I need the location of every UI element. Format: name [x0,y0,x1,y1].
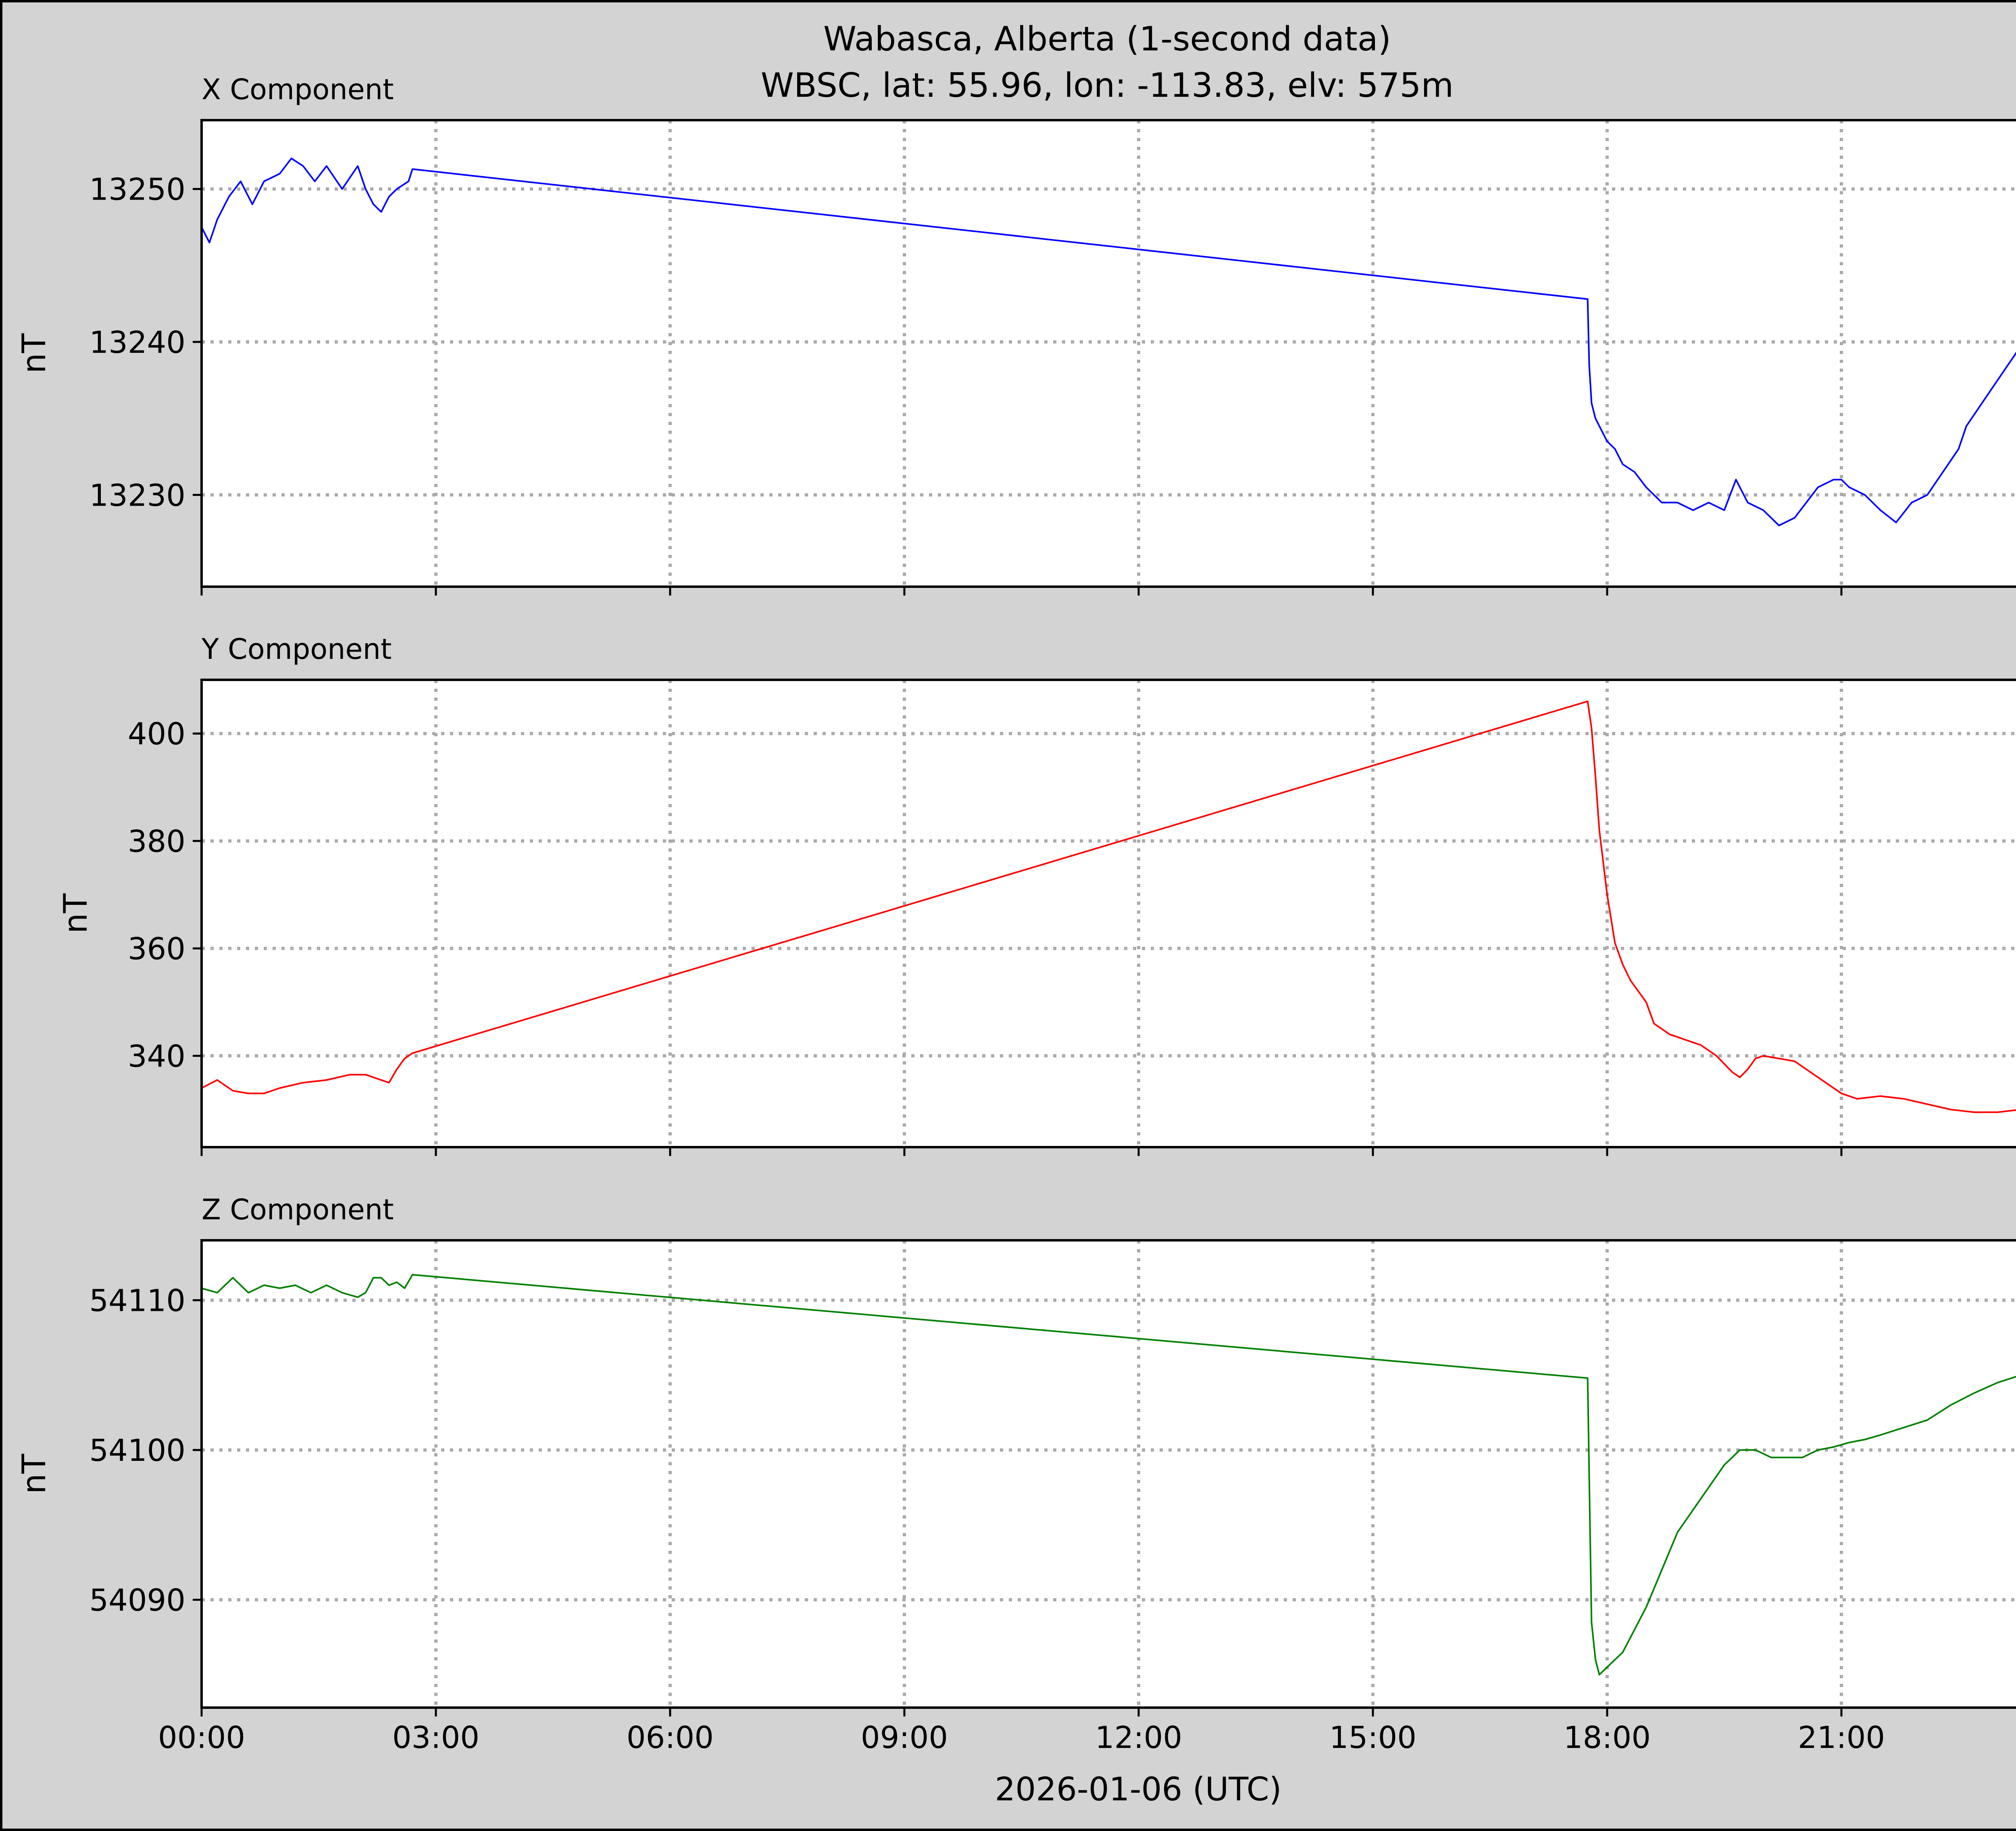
y-axis-label: nT [15,1454,53,1494]
x-tick-label: 09:00 [861,1720,948,1755]
y-axis-label: nT [15,333,53,374]
panel-title: X Component [202,73,394,106]
x-tick-label: 06:00 [627,1720,714,1755]
x-tick-label: 12:00 [1095,1720,1182,1755]
panel-2: 340 360 380 400 Y Component nT [57,633,2016,1156]
y-tick-label: 13250 [89,172,185,207]
y-tick-label: 400 [128,716,185,752]
figure-title-line1: Wabasca, Alberta (1-second data) [823,19,1391,58]
panel-title: Z Component [202,1193,394,1226]
panels: 13230 13240 13250 X Component nT 340 360 380 400… [15,73,2016,1755]
figure-title-line2: WBSC, lat: 55.96, lon: -113.83, elv: 575… [761,66,1454,105]
y-tick-label: 54100 [89,1433,185,1468]
y-tick-label: 340 [128,1039,185,1074]
plot-area [202,1240,2016,1708]
y-tick-label: 360 [128,931,185,967]
panel-3: 54090 54100 54110 Z Component nT 00:00 03:00 06… [15,1193,2016,1755]
series-line [201,157,2016,527]
y-tick-label: 54110 [89,1283,185,1319]
plot-frame [200,119,2016,588]
x-tick-label: 18:00 [1564,1720,1651,1755]
x-tick-label: 03:00 [392,1720,479,1755]
y-tick-label: 380 [128,824,185,859]
panel-title: Y Component [201,633,392,666]
x-tick-label: 00:00 [158,1720,245,1755]
plot-frame [200,1239,2016,1709]
panel-1: 13230 13240 13250 X Component nT [15,73,2016,596]
series-line [201,1274,2016,1676]
y-tick-label: 13230 [89,477,185,513]
x-tick-label: 15:00 [1329,1720,1416,1755]
y-tick-label: 54090 [89,1583,185,1618]
y-tick-label: 13240 [89,325,185,360]
x-tick-label: 21:00 [1798,1720,1885,1755]
y-axis-label: nT [57,893,94,934]
plot-area [202,680,2016,1147]
plot-frame [200,679,2016,1148]
x-axis-label: 2026-01-06 (UTC) [995,1771,1281,1808]
series-line [201,700,2016,1113]
plot-area [202,120,2016,587]
